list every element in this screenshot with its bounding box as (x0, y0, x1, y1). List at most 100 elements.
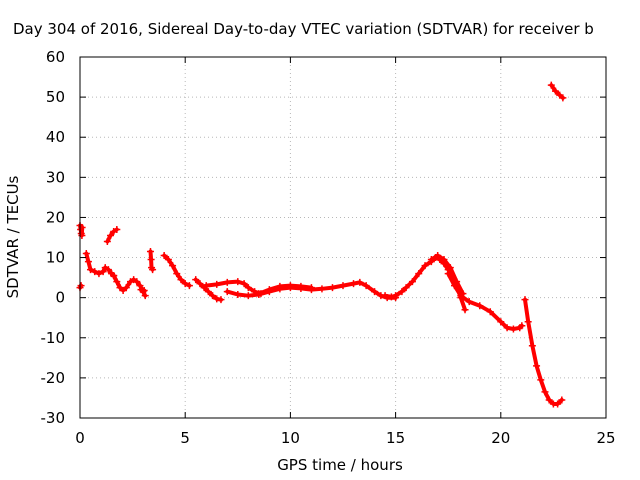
data-point (545, 396, 553, 404)
series-arc-14 (427, 252, 467, 298)
data-point (457, 292, 465, 300)
data-point (77, 282, 85, 290)
series-arc-2 (76, 282, 85, 292)
data-point (104, 266, 112, 274)
data-point (497, 318, 505, 326)
data-point (476, 302, 484, 310)
data-point (169, 262, 177, 270)
y-axis-label: SDTVAR / TECUs (4, 175, 22, 298)
data-point (113, 225, 121, 233)
data-point (110, 272, 118, 280)
series-line (549, 83, 565, 100)
data-point (558, 396, 566, 404)
data-point (177, 276, 185, 284)
y-tick-label: -10 (41, 329, 66, 347)
axis-ticks (79, 56, 607, 419)
data-point (509, 325, 517, 333)
data-point (107, 231, 115, 239)
data-point (91, 268, 99, 276)
data-point (318, 285, 326, 293)
data-point (204, 288, 212, 296)
y-tick-label: 50 (46, 88, 65, 106)
series-arc-16 (521, 296, 566, 408)
chart-title: Day 304 of 2016, Sidereal Day-to-day VTE… (13, 20, 594, 38)
data-point (137, 286, 145, 294)
data-point (160, 252, 168, 260)
x-tick-label: 10 (281, 429, 300, 447)
x-tick-label: 5 (180, 429, 190, 447)
series-arc-17 (547, 81, 567, 102)
series-arc-15 (444, 270, 526, 333)
data-point (113, 278, 121, 286)
data-point (451, 282, 459, 290)
data-point (223, 278, 231, 286)
data-point (122, 284, 130, 292)
y-tick-label: 20 (46, 208, 65, 226)
data-point (444, 270, 452, 278)
data-point (392, 292, 400, 300)
y-tick-label: 30 (46, 168, 65, 186)
data-point (209, 292, 217, 300)
y-tick-label: 60 (46, 48, 65, 66)
data-point (82, 250, 90, 258)
data-point (559, 94, 567, 102)
data-point (503, 324, 511, 332)
data-point (350, 280, 358, 288)
y-tick-label: 40 (46, 128, 65, 146)
data-point (244, 284, 252, 292)
data-point (276, 282, 284, 290)
grid-lines (80, 57, 606, 418)
series-arc-9 (192, 276, 225, 304)
data-point (103, 238, 111, 246)
data-point (255, 290, 263, 298)
data-point (521, 296, 529, 304)
data-point (141, 292, 149, 300)
data-point (537, 376, 545, 384)
data-point (421, 262, 429, 270)
series-arc-4 (103, 225, 121, 246)
data-point (518, 322, 526, 330)
data-point (402, 284, 410, 292)
data-point (87, 266, 95, 274)
data-point (265, 286, 273, 294)
data-point (356, 278, 364, 286)
y-tick-label: -30 (41, 409, 66, 427)
data-point (427, 256, 435, 264)
data-point (234, 290, 242, 298)
data-point (465, 298, 473, 306)
data-point (524, 318, 532, 326)
data-point (240, 280, 248, 288)
data-point (339, 282, 347, 290)
data-point (147, 256, 155, 264)
x-axis-label: GPS time / hours (277, 456, 403, 474)
data-point (185, 282, 193, 290)
data-point (541, 388, 549, 396)
data-point (196, 280, 204, 288)
data-point (552, 87, 560, 95)
data-point (173, 270, 181, 278)
data-point (84, 258, 92, 266)
data-point (398, 288, 406, 296)
data-point (440, 256, 448, 264)
series-arc-8 (160, 252, 193, 290)
data-point (234, 278, 242, 286)
x-tick-label: 20 (491, 429, 510, 447)
series-line (105, 227, 119, 244)
x-tick-labels: 0 5 10 15 20 25 (75, 429, 615, 447)
data-point (362, 282, 370, 290)
x-tick-label: 0 (75, 429, 85, 447)
series-line (84, 251, 116, 278)
data-point (244, 292, 252, 300)
series-arc-1 (76, 221, 86, 239)
data-point (328, 284, 336, 292)
data-point (286, 282, 294, 290)
data-point (408, 278, 416, 286)
plot-frame (79, 56, 607, 419)
y-tick-label: -20 (41, 369, 66, 387)
data-point (202, 282, 210, 290)
data-point (164, 256, 172, 264)
data-point (528, 342, 536, 350)
data-point (181, 280, 189, 288)
data-point (387, 293, 395, 301)
